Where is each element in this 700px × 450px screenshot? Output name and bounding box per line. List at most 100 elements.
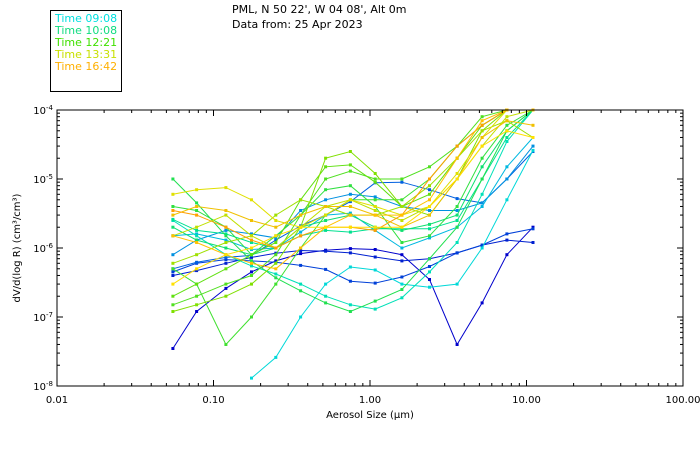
data-point — [400, 241, 404, 244]
data-point — [480, 192, 484, 196]
data-point — [531, 241, 535, 244]
x-tick-label: 100.00 — [666, 395, 700, 406]
data-point — [250, 198, 253, 202]
data-point — [195, 201, 199, 205]
data-point — [505, 177, 509, 181]
data-point — [324, 177, 328, 181]
legend-entry: Time 10:08 — [55, 24, 118, 37]
data-point — [505, 140, 509, 143]
data-point — [400, 288, 404, 291]
data-point — [224, 241, 228, 244]
data-point — [299, 252, 303, 256]
data-point — [250, 246, 253, 250]
data-point — [171, 310, 175, 313]
data-point — [455, 241, 459, 244]
data-point — [195, 205, 199, 208]
data-point — [455, 209, 459, 212]
data-point — [455, 343, 459, 346]
chart-title: PML, N 50 22', W 04 08', Alt 0m — [232, 3, 407, 16]
data-point — [348, 150, 352, 153]
y-tick-label: 10-4 — [33, 104, 53, 117]
data-point — [400, 253, 404, 257]
data-point — [348, 225, 352, 229]
data-point — [171, 177, 175, 181]
data-point — [428, 236, 431, 240]
data-point — [480, 119, 484, 123]
data-point — [348, 213, 352, 217]
data-point — [400, 282, 404, 286]
data-point — [171, 294, 175, 298]
data-point — [348, 211, 352, 215]
data-point — [455, 251, 459, 255]
x-tick-label: 0.10 — [202, 395, 224, 406]
data-point — [224, 261, 228, 265]
data-point — [455, 213, 459, 217]
data-point — [250, 234, 253, 238]
data-point — [250, 232, 253, 236]
data-point — [400, 219, 404, 222]
data-point — [224, 258, 228, 262]
data-point — [373, 268, 377, 272]
data-point — [400, 180, 404, 184]
data-point — [274, 213, 278, 217]
data-point — [348, 163, 352, 167]
data-point — [195, 241, 199, 244]
data-point — [373, 227, 377, 231]
data-point — [299, 198, 303, 202]
data-point — [324, 156, 328, 160]
data-point — [250, 219, 253, 222]
data-point — [250, 255, 253, 259]
data-point — [480, 201, 484, 205]
data-point — [299, 246, 303, 250]
data-point — [428, 234, 431, 238]
data-point — [274, 246, 278, 250]
y-tick-label: 10-6 — [33, 242, 53, 255]
data-point — [299, 234, 303, 238]
data-point — [274, 282, 278, 286]
data-point — [171, 234, 175, 238]
data-point — [171, 217, 175, 221]
data-point — [224, 253, 228, 257]
data-point — [455, 144, 459, 148]
data-point — [505, 232, 509, 236]
data-point — [505, 253, 509, 257]
data-point — [400, 213, 404, 217]
data-point — [348, 279, 352, 283]
data-point — [480, 136, 484, 139]
data-point — [455, 172, 459, 175]
data-point — [348, 169, 352, 173]
data-point — [531, 148, 535, 152]
data-point — [348, 310, 352, 313]
data-point — [224, 225, 228, 229]
data-point — [480, 205, 484, 208]
data-point — [224, 246, 228, 250]
data-point — [299, 225, 303, 229]
data-point — [250, 238, 253, 242]
data-point — [455, 197, 459, 201]
data-point — [195, 238, 199, 242]
y-tick-label: 10-7 — [33, 311, 53, 324]
data-point — [373, 195, 377, 199]
data-point — [348, 247, 352, 251]
data-point — [348, 192, 352, 196]
y-axis-label: dV/d(log R) (cm³/cm³) — [12, 193, 23, 302]
data-point — [531, 123, 535, 127]
data-point — [324, 213, 328, 217]
chart-subtitle: Data from: 25 Apr 2023 — [232, 18, 363, 31]
data-point — [428, 257, 431, 261]
data-point — [299, 209, 303, 212]
data-point — [171, 253, 175, 257]
data-point — [428, 222, 431, 226]
data-point — [195, 260, 199, 264]
data-point — [195, 310, 199, 313]
data-point — [505, 115, 509, 119]
data-point — [455, 156, 459, 160]
data-point — [428, 184, 431, 188]
data-point — [373, 209, 377, 212]
data-point — [195, 267, 199, 271]
data-point — [195, 213, 199, 217]
legend-entry: Time 16:42 — [55, 60, 118, 73]
data-point — [274, 267, 278, 271]
x-axis-label: Aerosol Size (μm) — [326, 410, 414, 421]
